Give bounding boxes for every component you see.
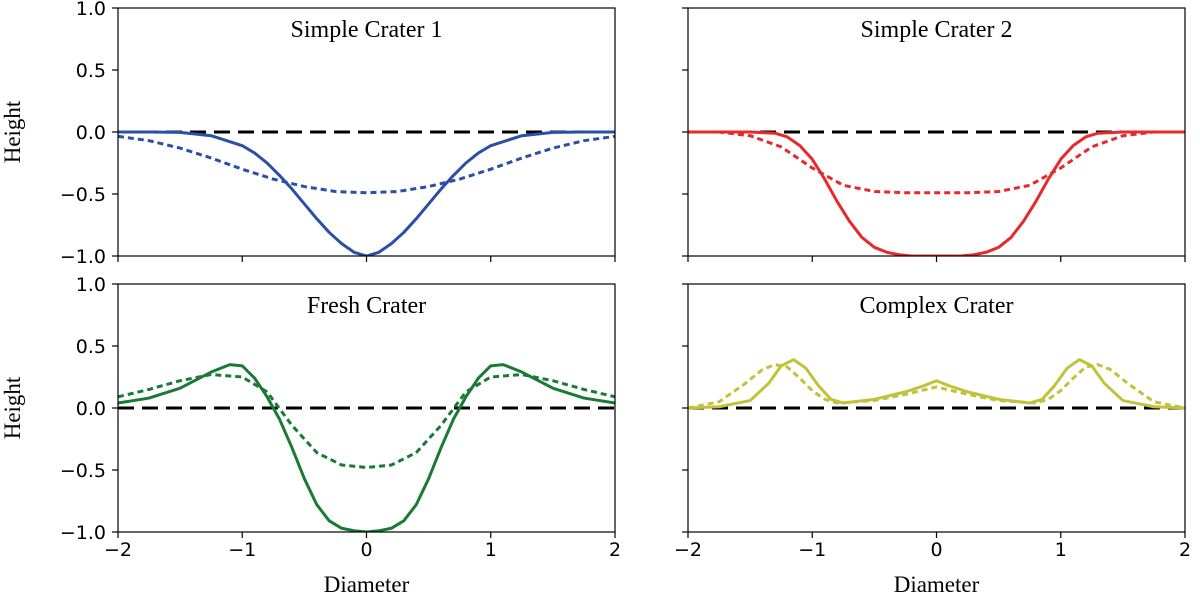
y-tick-label: 0.5 [76, 336, 106, 358]
y-tick-label: 0.0 [76, 122, 106, 144]
y-tick-label: −0.5 [60, 184, 106, 206]
panel-title: Fresh Crater [307, 293, 426, 319]
panel-title: Simple Crater 1 [291, 17, 443, 43]
y-tick-label: −1.0 [60, 522, 106, 544]
y-tick-label: 0.0 [76, 398, 106, 420]
x-tick-label: −1 [228, 539, 256, 561]
x-tick-label: −2 [674, 539, 702, 561]
dotted-profile-line [118, 134, 615, 195]
y-axis-label: Height [0, 100, 25, 163]
solid-profile-line [688, 130, 1185, 256]
y-axis-label: Height [0, 376, 25, 439]
solid-profile-line [688, 358, 1185, 410]
y-tick-label: 1.0 [76, 274, 106, 296]
x-tick-label: 1 [485, 539, 497, 561]
dotted-profile-line [688, 363, 1185, 410]
y-tick-label: 1.0 [76, 0, 106, 20]
x-tick-label: 1 [1055, 539, 1067, 561]
x-tick-label: 2 [609, 539, 621, 561]
y-tick-label: −1.0 [60, 246, 106, 268]
x-axis-label: Diameter [894, 572, 980, 597]
panel-2: Simple Crater 2 [682, 7, 1186, 262]
x-tick-label: −1 [798, 539, 826, 561]
panel-4: −2 −1 0 1 2 Complex Crater Diameter [674, 283, 1191, 597]
panel-title: Complex Crater [860, 293, 1014, 319]
panel-3: −2 −1 0 1 2 −1.0 −0.5 0.0 0.5 1.0 Fresh Crater Heig… [0, 274, 621, 597]
x-tick-label: 0 [360, 539, 372, 561]
y-tick-label: −0.5 [60, 460, 106, 482]
x-tick-label: −2 [104, 539, 132, 561]
panel-1: −1.0 −0.5 0.0 0.5 1.0 Simple Crater 1 Height [0, 0, 616, 268]
x-axis-label: Diameter [324, 572, 410, 597]
x-tick-label: 0 [930, 539, 942, 561]
solid-profile-line [118, 363, 615, 532]
panel-title: Simple Crater 2 [861, 17, 1013, 43]
dotted-profile-line [118, 373, 615, 470]
solid-profile-line [118, 130, 615, 256]
x-tick-label: 2 [1179, 539, 1191, 561]
y-tick-label: 0.5 [76, 60, 106, 82]
dotted-profile-line [688, 130, 1185, 195]
